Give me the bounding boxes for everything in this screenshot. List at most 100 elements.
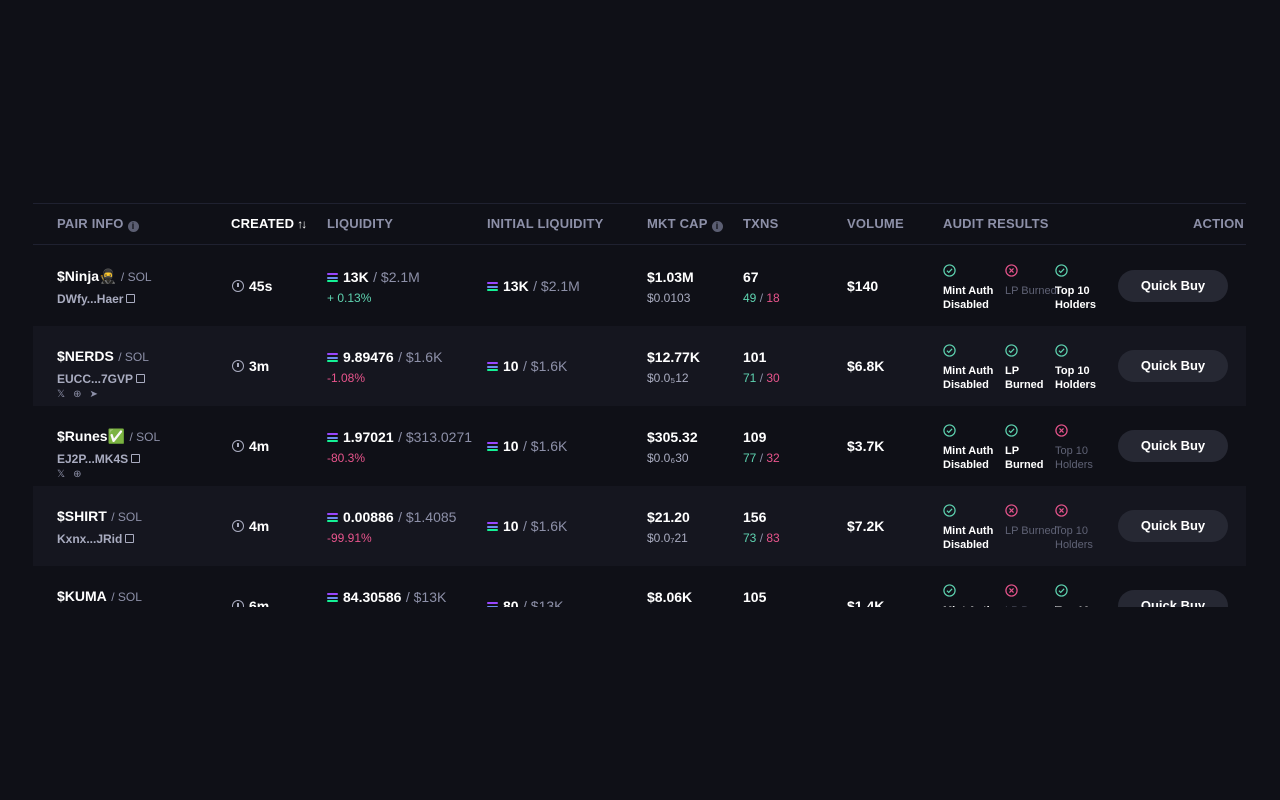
- pair-info[interactable]: $SHIRT / SOL: [57, 508, 142, 526]
- table-row[interactable]: $SHIRT / SOL Kxnx...JRid 4m 0.00886 / $1…: [33, 486, 1246, 566]
- check-circle-icon: [943, 344, 956, 357]
- quick-buy-button[interactable]: Quick Buy: [1118, 270, 1228, 302]
- table-row[interactable]: $Runes✅ / SOL EJ2P...MK4S 𝕏 ⊕ 4m 1.97021 …: [33, 406, 1246, 486]
- chain-label: / SOL: [118, 350, 149, 364]
- liquidity-change: -99.91%: [327, 531, 372, 545]
- header-mkt-cap-label: MKT CAP: [647, 216, 708, 231]
- globe-icon[interactable]: ⊕: [73, 469, 82, 480]
- quick-buy-button[interactable]: Quick Buy: [1118, 510, 1228, 542]
- age-text: 3m: [249, 358, 270, 374]
- quick-buy-button[interactable]: Quick Buy: [1118, 590, 1228, 607]
- clock-icon: [232, 600, 244, 607]
- token-address[interactable]: EUCC...7GVP: [57, 370, 146, 388]
- audit-item: LP Burned: [1005, 424, 1060, 472]
- txns-count: 109: [743, 429, 767, 445]
- token-symbol[interactable]: $NERDS: [57, 348, 114, 364]
- audit-label: Mint Auth Disabled: [943, 605, 993, 607]
- volume: $7.2K: [847, 518, 885, 534]
- token-address[interactable]: DWfy...Haer: [57, 290, 136, 308]
- solana-icon: [327, 273, 338, 282]
- header-mkt-cap[interactable]: MKT CAP i: [647, 204, 723, 244]
- address-text: EJ2P...MK4S: [57, 452, 129, 466]
- volume: $6.8K: [847, 358, 885, 374]
- token-symbol[interactable]: $SHIRT: [57, 508, 107, 524]
- header-initial-liquidity[interactable]: INITIAL LIQUIDITY: [487, 216, 604, 231]
- buys-count: 77: [743, 451, 757, 465]
- created-age: 4m: [232, 438, 269, 456]
- header-pair-info[interactable]: PAIR INFO i: [57, 204, 139, 244]
- sells-count: 18: [766, 291, 780, 305]
- liquidity: 1.97021 / $313.0271: [327, 429, 472, 447]
- token-symbol[interactable]: $Ninja🥷: [57, 268, 117, 284]
- solana-icon: [327, 433, 338, 442]
- social-links: 𝕏 ⊕ ➤: [57, 389, 106, 400]
- globe-icon[interactable]: ⊕: [73, 389, 82, 400]
- header-created[interactable]: CREATED ↑↓: [231, 204, 307, 244]
- copy-icon[interactable]: [126, 294, 136, 303]
- copy-icon[interactable]: [136, 374, 146, 383]
- pair-info[interactable]: $NERDS / SOL: [57, 348, 149, 366]
- market-cap: $8.06K: [647, 589, 693, 605]
- header-volume[interactable]: VOLUME: [847, 216, 904, 231]
- pair-info[interactable]: $KUMA / SOL: [57, 588, 142, 606]
- x-icon[interactable]: 𝕏: [57, 389, 66, 400]
- chain-label: / SOL: [120, 270, 152, 284]
- audit-item: Top 10 Holders: [1055, 344, 1110, 392]
- buys-count: 73: [743, 531, 757, 545]
- header-liquidity[interactable]: LIQUIDITY: [327, 216, 394, 231]
- address-text: EUCC...7GVP: [57, 372, 134, 386]
- quick-buy-button[interactable]: Quick Buy: [1118, 350, 1228, 382]
- initial-liquidity-sol: 13K: [503, 278, 529, 294]
- pair-info[interactable]: $Ninja🥷 / SOL: [57, 268, 152, 286]
- copy-icon[interactable]: [131, 454, 141, 463]
- header-action: ACTION: [1192, 216, 1244, 231]
- telegram-icon[interactable]: ➤: [89, 389, 98, 400]
- social-links: 𝕏 ⊕: [57, 469, 89, 480]
- info-icon[interactable]: i: [711, 221, 723, 232]
- initial-liquidity-usd: / $1.6K: [523, 358, 568, 374]
- audit-label: Top 10 Holders: [1055, 445, 1093, 471]
- token-price: $0.0₅12: [647, 371, 689, 385]
- x-circle-icon: [1055, 424, 1068, 437]
- created-age: 6m: [232, 598, 269, 607]
- token-address[interactable]: Kxnx...JRid: [57, 530, 135, 548]
- table-row[interactable]: $KUMA / SOL 6m 84.30586 / $13K 80 / $13K…: [33, 566, 1246, 607]
- audit-label: Top 10 Holders: [1055, 525, 1093, 551]
- liquidity-sol: 1.97021: [343, 429, 394, 445]
- liquidity-sol: 84.30586: [343, 589, 402, 605]
- token-address[interactable]: EJ2P...MK4S: [57, 450, 141, 468]
- sort-icon[interactable]: ↑↓: [297, 217, 307, 231]
- header-txns[interactable]: TXNS: [743, 216, 779, 231]
- audit-item: LP Burned: [1005, 264, 1060, 298]
- liquidity-usd: / $2.1M: [373, 269, 420, 285]
- check-circle-icon: [1055, 344, 1068, 357]
- check-circle-icon: [1055, 264, 1068, 277]
- audit-item: Mint Auth Disabled: [943, 584, 998, 607]
- x-icon[interactable]: 𝕏: [57, 469, 66, 480]
- market-cap: $12.77K: [647, 349, 700, 365]
- age-text: 6m: [249, 598, 270, 607]
- chain-label: / SOL: [111, 590, 142, 604]
- audit-label: Top 10 Holders: [1055, 285, 1096, 311]
- table-row[interactable]: $NERDS / SOL EUCC...7GVP 𝕏 ⊕ ➤ 3m 9.89476 …: [33, 326, 1246, 406]
- copy-icon[interactable]: [125, 534, 135, 543]
- chain-label: / SOL: [111, 510, 142, 524]
- pair-info[interactable]: $Runes✅ / SOL: [57, 428, 160, 446]
- quick-buy-button[interactable]: Quick Buy: [1118, 430, 1228, 462]
- txns-split: 73 / 83: [743, 531, 780, 545]
- audit-label: LP Burned: [1005, 605, 1057, 607]
- info-icon[interactable]: i: [127, 221, 139, 232]
- token-symbol[interactable]: $KUMA: [57, 588, 107, 604]
- audit-label: Top 10 Holders: [1055, 605, 1096, 607]
- table-row[interactable]: $Ninja🥷 / SOL DWfy...Haer 45s 13K / $2.1…: [33, 246, 1246, 326]
- token-symbol[interactable]: $Runes✅: [57, 428, 126, 444]
- token-price: $0.0₇21: [647, 531, 688, 545]
- header-created-label: CREATED: [231, 216, 295, 231]
- token-pairs-table: PAIR INFO i CREATED ↑↓ LIQUIDITY INITIAL L…: [33, 203, 1246, 607]
- txns-count: 67: [743, 269, 759, 285]
- sells-count: 83: [766, 531, 780, 545]
- age-text: 4m: [249, 438, 270, 454]
- audit-item: Top 10 Holders: [1055, 504, 1110, 552]
- audit-item: Mint Auth Disabled: [943, 344, 998, 392]
- header-pair-info-label: PAIR INFO: [57, 216, 124, 231]
